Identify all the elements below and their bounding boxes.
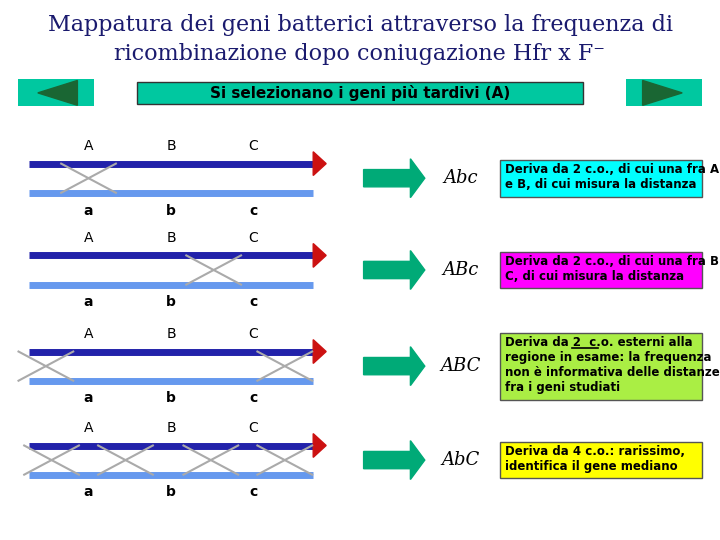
Text: ABc: ABc	[443, 261, 479, 279]
Text: B: B	[166, 421, 176, 435]
Polygon shape	[364, 441, 425, 480]
Text: B: B	[166, 327, 176, 341]
Text: a: a	[84, 485, 94, 500]
Text: B: B	[166, 139, 176, 153]
Polygon shape	[364, 347, 425, 386]
Polygon shape	[364, 251, 425, 289]
Text: Abc: Abc	[444, 169, 478, 187]
Text: C: C	[248, 327, 258, 341]
Text: Deriva da 2 c.o., di cui una fra B e: Deriva da 2 c.o., di cui una fra B e	[505, 255, 720, 268]
Text: A: A	[84, 139, 94, 153]
Text: c: c	[249, 485, 258, 500]
FancyBboxPatch shape	[18, 79, 94, 106]
Text: identifica il gene mediano: identifica il gene mediano	[505, 460, 678, 473]
Polygon shape	[313, 244, 326, 267]
Text: b: b	[166, 204, 176, 218]
Text: non è informativa delle distanze: non è informativa delle distanze	[505, 366, 719, 379]
Text: a: a	[84, 295, 94, 309]
Text: B: B	[166, 231, 176, 245]
Polygon shape	[643, 80, 683, 105]
Text: C, di cui misura la distanza: C, di cui misura la distanza	[505, 270, 684, 283]
Polygon shape	[364, 159, 425, 198]
Text: Si selezionano i geni più tardivi (A): Si selezionano i geni più tardivi (A)	[210, 85, 510, 101]
Text: a: a	[84, 392, 94, 406]
Text: c: c	[249, 295, 258, 309]
Text: A: A	[84, 327, 94, 341]
Text: A: A	[84, 421, 94, 435]
Text: ricombinazione dopo coniugazione Hfr x F⁻: ricombinazione dopo coniugazione Hfr x F…	[114, 43, 606, 65]
Text: C: C	[248, 139, 258, 153]
FancyBboxPatch shape	[500, 333, 702, 400]
Text: a: a	[84, 204, 94, 218]
Text: Deriva da 2  c.o. esterni alla: Deriva da 2 c.o. esterni alla	[505, 336, 693, 349]
FancyBboxPatch shape	[137, 82, 583, 104]
Text: C: C	[248, 421, 258, 435]
Text: C: C	[248, 231, 258, 245]
Text: b: b	[166, 485, 176, 500]
Text: A: A	[84, 231, 94, 245]
Text: Mappatura dei geni batterici attraverso la frequenza di: Mappatura dei geni batterici attraverso …	[48, 14, 672, 36]
Text: e B, di cui misura la distanza: e B, di cui misura la distanza	[505, 178, 696, 191]
Text: regione in esame: la frequenza: regione in esame: la frequenza	[505, 351, 711, 364]
FancyBboxPatch shape	[500, 252, 702, 288]
Polygon shape	[313, 434, 326, 457]
FancyBboxPatch shape	[500, 160, 702, 197]
Text: ABC: ABC	[441, 357, 481, 375]
Text: Deriva da 2 c.o., di cui una fra A: Deriva da 2 c.o., di cui una fra A	[505, 163, 719, 176]
Text: c: c	[249, 392, 258, 406]
Text: Deriva da 4 c.o.: rarissimo,: Deriva da 4 c.o.: rarissimo,	[505, 445, 685, 458]
Text: b: b	[166, 392, 176, 406]
Polygon shape	[313, 340, 326, 363]
Text: fra i geni studiati: fra i geni studiati	[505, 381, 620, 394]
FancyBboxPatch shape	[626, 79, 702, 106]
Text: AbC: AbC	[441, 451, 480, 469]
Polygon shape	[313, 152, 326, 176]
Polygon shape	[37, 80, 78, 105]
FancyBboxPatch shape	[500, 442, 702, 478]
Text: b: b	[166, 295, 176, 309]
Text: c: c	[249, 204, 258, 218]
